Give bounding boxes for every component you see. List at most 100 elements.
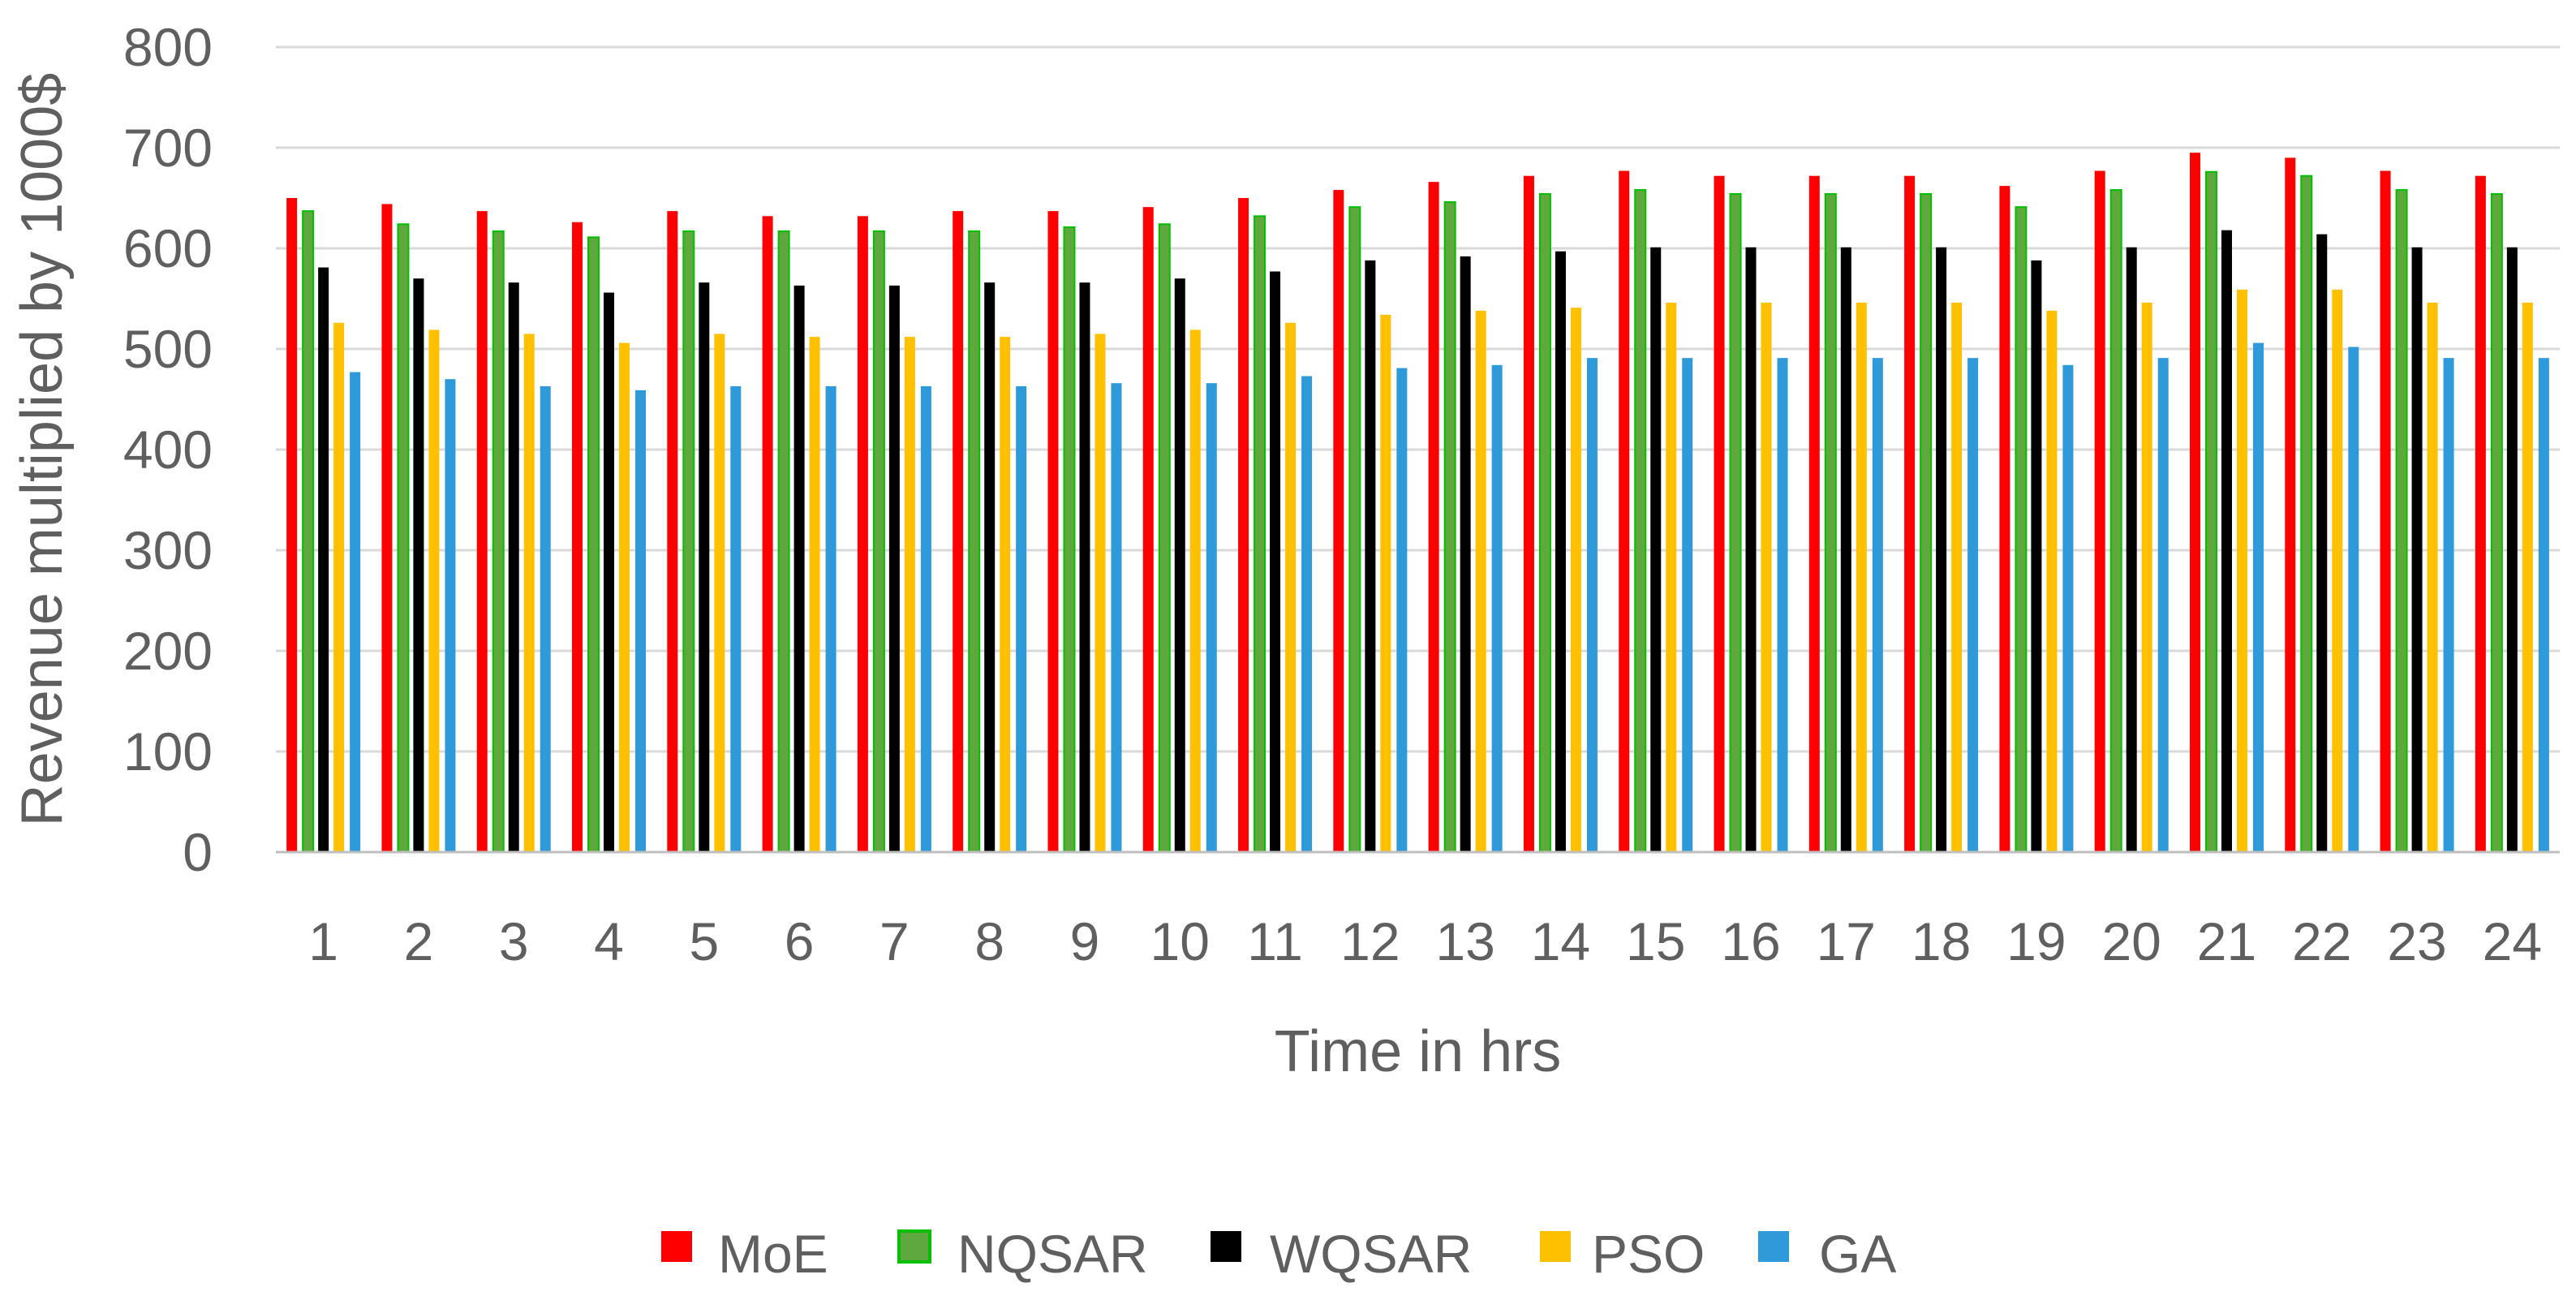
bar-nqsar-23 [2395, 189, 2408, 853]
bar-pso-16 [1761, 302, 1772, 853]
x-tick-label: 7 [879, 911, 910, 971]
bar-wqsar-9 [1079, 282, 1090, 852]
bar-pso-17 [1856, 302, 1867, 853]
bar-ga-9 [1111, 383, 1122, 852]
bar-nqsar-7 [872, 230, 885, 854]
bar-ga-6 [825, 385, 836, 852]
bar-nqsar-15 [1634, 189, 1647, 853]
bar-moe-16 [1714, 175, 1725, 853]
bar-moe-19 [1999, 186, 2010, 852]
bar-wqsar-4 [604, 292, 615, 852]
bar-moe-15 [1619, 170, 1630, 852]
bar-wqsar-12 [1365, 260, 1376, 852]
x-tick-label: 22 [2292, 911, 2351, 971]
bar-moe-7 [857, 216, 868, 852]
bar-wqsar-23 [2411, 247, 2423, 852]
bar-wqsar-11 [1270, 271, 1281, 852]
bar-ga-11 [1301, 376, 1313, 853]
bar-pso-6 [809, 337, 820, 852]
bar-wqsar-24 [2506, 247, 2518, 852]
bar-moe-22 [2285, 157, 2296, 852]
legend-label-moe: MoE [718, 1224, 828, 1284]
bar-ga-24 [2538, 358, 2549, 852]
bar-wqsar-6 [793, 285, 805, 852]
bar-ga-21 [2252, 342, 2264, 852]
bar-pso-22 [2332, 289, 2343, 853]
bar-ga-15 [1682, 358, 1693, 852]
bar-wqsar-20 [2126, 247, 2137, 852]
x-tick-label: 10 [1150, 911, 1210, 971]
bar-ga-2 [445, 379, 456, 852]
bar-ga-16 [1777, 358, 1788, 852]
bar-wqsar-18 [1936, 247, 1947, 852]
bars [286, 153, 2549, 854]
bar-nqsar-9 [1063, 226, 1076, 853]
bar-wqsar-8 [984, 282, 996, 852]
bar-pso-7 [904, 337, 915, 852]
bar-pso-2 [428, 329, 440, 852]
legend: MoE NQSAR WQSAR PSO GA [661, 1224, 1896, 1284]
legend-swatch-pso [1540, 1231, 1571, 1262]
bar-pso-9 [1094, 334, 1106, 852]
bar-pso-19 [2046, 310, 2058, 852]
bar-ga-18 [1967, 358, 1979, 852]
bar-wqsar-21 [2221, 230, 2232, 852]
x-tick-label: 5 [689, 911, 719, 971]
bar-nqsar-14 [1538, 193, 1551, 854]
x-tick-label: 21 [2197, 911, 2256, 971]
bar-pso-5 [714, 334, 725, 852]
bar-pso-3 [523, 334, 535, 852]
legend-swatch-nqsar [897, 1229, 931, 1264]
bar-wqsar-5 [699, 282, 710, 852]
y-tick-label: 600 [123, 218, 213, 278]
bar-wqsar-14 [1555, 251, 1566, 853]
bar-nqsar-16 [1729, 193, 1742, 854]
y-tick-label: 300 [123, 520, 213, 580]
bar-pso-8 [1000, 337, 1011, 852]
bar-ga-3 [540, 385, 551, 852]
x-tick-label: 8 [974, 911, 1004, 971]
bar-moe-6 [762, 216, 773, 852]
x-tick-label: 14 [1531, 911, 1590, 971]
bar-ga-4 [635, 390, 647, 853]
bar-moe-20 [2094, 170, 2105, 852]
legend-label-wqsar: WQSAR [1270, 1224, 1472, 1284]
bar-ga-23 [2443, 358, 2454, 852]
x-tick-label: 9 [1070, 911, 1100, 971]
bar-ga-10 [1206, 383, 1217, 852]
x-tick-label: 12 [1340, 911, 1400, 971]
bar-wqsar-10 [1174, 278, 1185, 852]
bar-pso-23 [2427, 302, 2438, 853]
bar-moe-5 [667, 211, 678, 852]
y-tick-label: 200 [123, 621, 213, 681]
bar-pso-24 [2522, 302, 2533, 853]
legend-label-nqsar: NQSAR [957, 1224, 1148, 1284]
bar-nqsar-2 [397, 223, 410, 853]
legend-swatch-moe [661, 1231, 692, 1262]
bar-nqsar-17 [1824, 193, 1837, 854]
bar-wqsar-19 [2031, 260, 2042, 852]
bar-ga-5 [730, 385, 742, 852]
bar-moe-8 [953, 211, 964, 852]
legend-swatch-wqsar [1211, 1231, 1241, 1262]
bar-ga-17 [1872, 358, 1883, 852]
bar-wqsar-22 [2316, 234, 2328, 852]
bar-wqsar-13 [1460, 256, 1471, 852]
bar-nqsar-13 [1443, 200, 1456, 853]
legend-swatch-ga [1758, 1231, 1789, 1262]
bar-moe-21 [2189, 153, 2200, 852]
bar-ga-22 [2348, 347, 2359, 852]
x-tick-label: 20 [2101, 911, 2161, 971]
legend-label-ga: GA [1819, 1224, 1896, 1284]
bar-nqsar-24 [2490, 193, 2503, 854]
bar-ga-13 [1491, 364, 1503, 853]
bar-nqsar-4 [587, 236, 600, 853]
bar-moe-11 [1238, 198, 1249, 852]
y-tick-label: 800 [123, 17, 213, 77]
y-axis-title: Revenue multiplied by 1000$ [10, 73, 75, 827]
bar-nqsar-3 [492, 230, 505, 854]
y-tick-label: 0 [183, 822, 213, 882]
bar-moe-17 [1808, 175, 1820, 853]
